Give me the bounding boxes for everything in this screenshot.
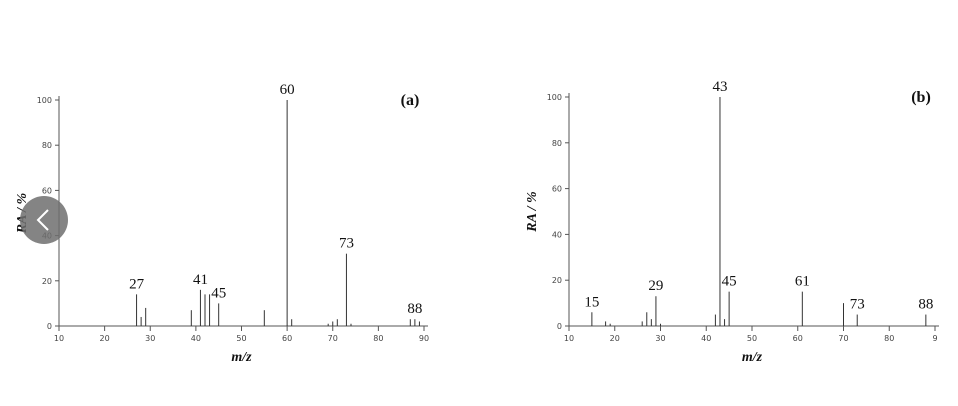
peak-label: 45 xyxy=(211,285,226,301)
x-tick-label: 70 xyxy=(838,334,848,343)
x-tick-label: 10 xyxy=(54,334,64,343)
peak-label: 29 xyxy=(648,278,663,294)
peak-label: 73 xyxy=(339,236,354,252)
x-tick-label: 9 xyxy=(932,334,937,343)
y-axis-label: RA / % xyxy=(525,191,540,232)
y-tick-label: 20 xyxy=(42,277,52,286)
y-tick-label: 40 xyxy=(552,230,562,239)
peak-label: 45 xyxy=(722,274,737,290)
peak-label: 41 xyxy=(193,272,208,288)
y-tick-label: 0 xyxy=(557,322,562,331)
x-tick-label: 80 xyxy=(373,334,383,343)
peak-label: 43 xyxy=(712,79,727,95)
x-tick-label: 40 xyxy=(191,334,201,343)
nav-icon xyxy=(36,209,49,231)
chart-title: (b) xyxy=(911,89,931,106)
y-tick-label: 80 xyxy=(552,139,562,148)
peak-label: 73 xyxy=(850,297,865,313)
x-tick-label: 60 xyxy=(793,334,803,343)
y-tick-label: 60 xyxy=(42,186,52,195)
x-tick-label: 50 xyxy=(236,334,246,343)
x-tick-label: 20 xyxy=(610,334,620,343)
chevron xyxy=(36,209,49,231)
x-tick-label: 10 xyxy=(564,334,574,343)
peak-label: 88 xyxy=(918,297,933,313)
y-tick-label: 100 xyxy=(37,96,52,105)
x-tick-label: 90 xyxy=(419,334,429,343)
chart-title: (a) xyxy=(401,92,420,109)
peak-label: 27 xyxy=(129,276,145,292)
y-tick-label: 60 xyxy=(552,185,562,194)
x-tick-label: 80 xyxy=(884,334,894,343)
x-tick-label: 40 xyxy=(701,334,711,343)
peak-label: 60 xyxy=(280,82,295,98)
y-tick-label: 80 xyxy=(42,141,52,150)
y-tick-label: 100 xyxy=(547,93,562,102)
x-tick-label: 70 xyxy=(328,334,338,343)
x-tick-label: 20 xyxy=(100,334,110,343)
peak-label: 88 xyxy=(407,301,422,317)
x-axis-label: m/z xyxy=(231,350,252,365)
peak-label: 61 xyxy=(795,274,810,290)
x-tick-label: 50 xyxy=(747,334,757,343)
x-axis-label: m/z xyxy=(742,350,763,365)
nav-back-button[interactable] xyxy=(20,196,68,244)
x-tick-label: 60 xyxy=(282,334,292,343)
x-tick-label: 30 xyxy=(145,334,155,343)
peak-label: 15 xyxy=(584,294,599,310)
y-tick-label: 0 xyxy=(47,322,52,331)
y-tick-label: 20 xyxy=(552,276,562,285)
x-tick-label: 30 xyxy=(655,334,665,343)
